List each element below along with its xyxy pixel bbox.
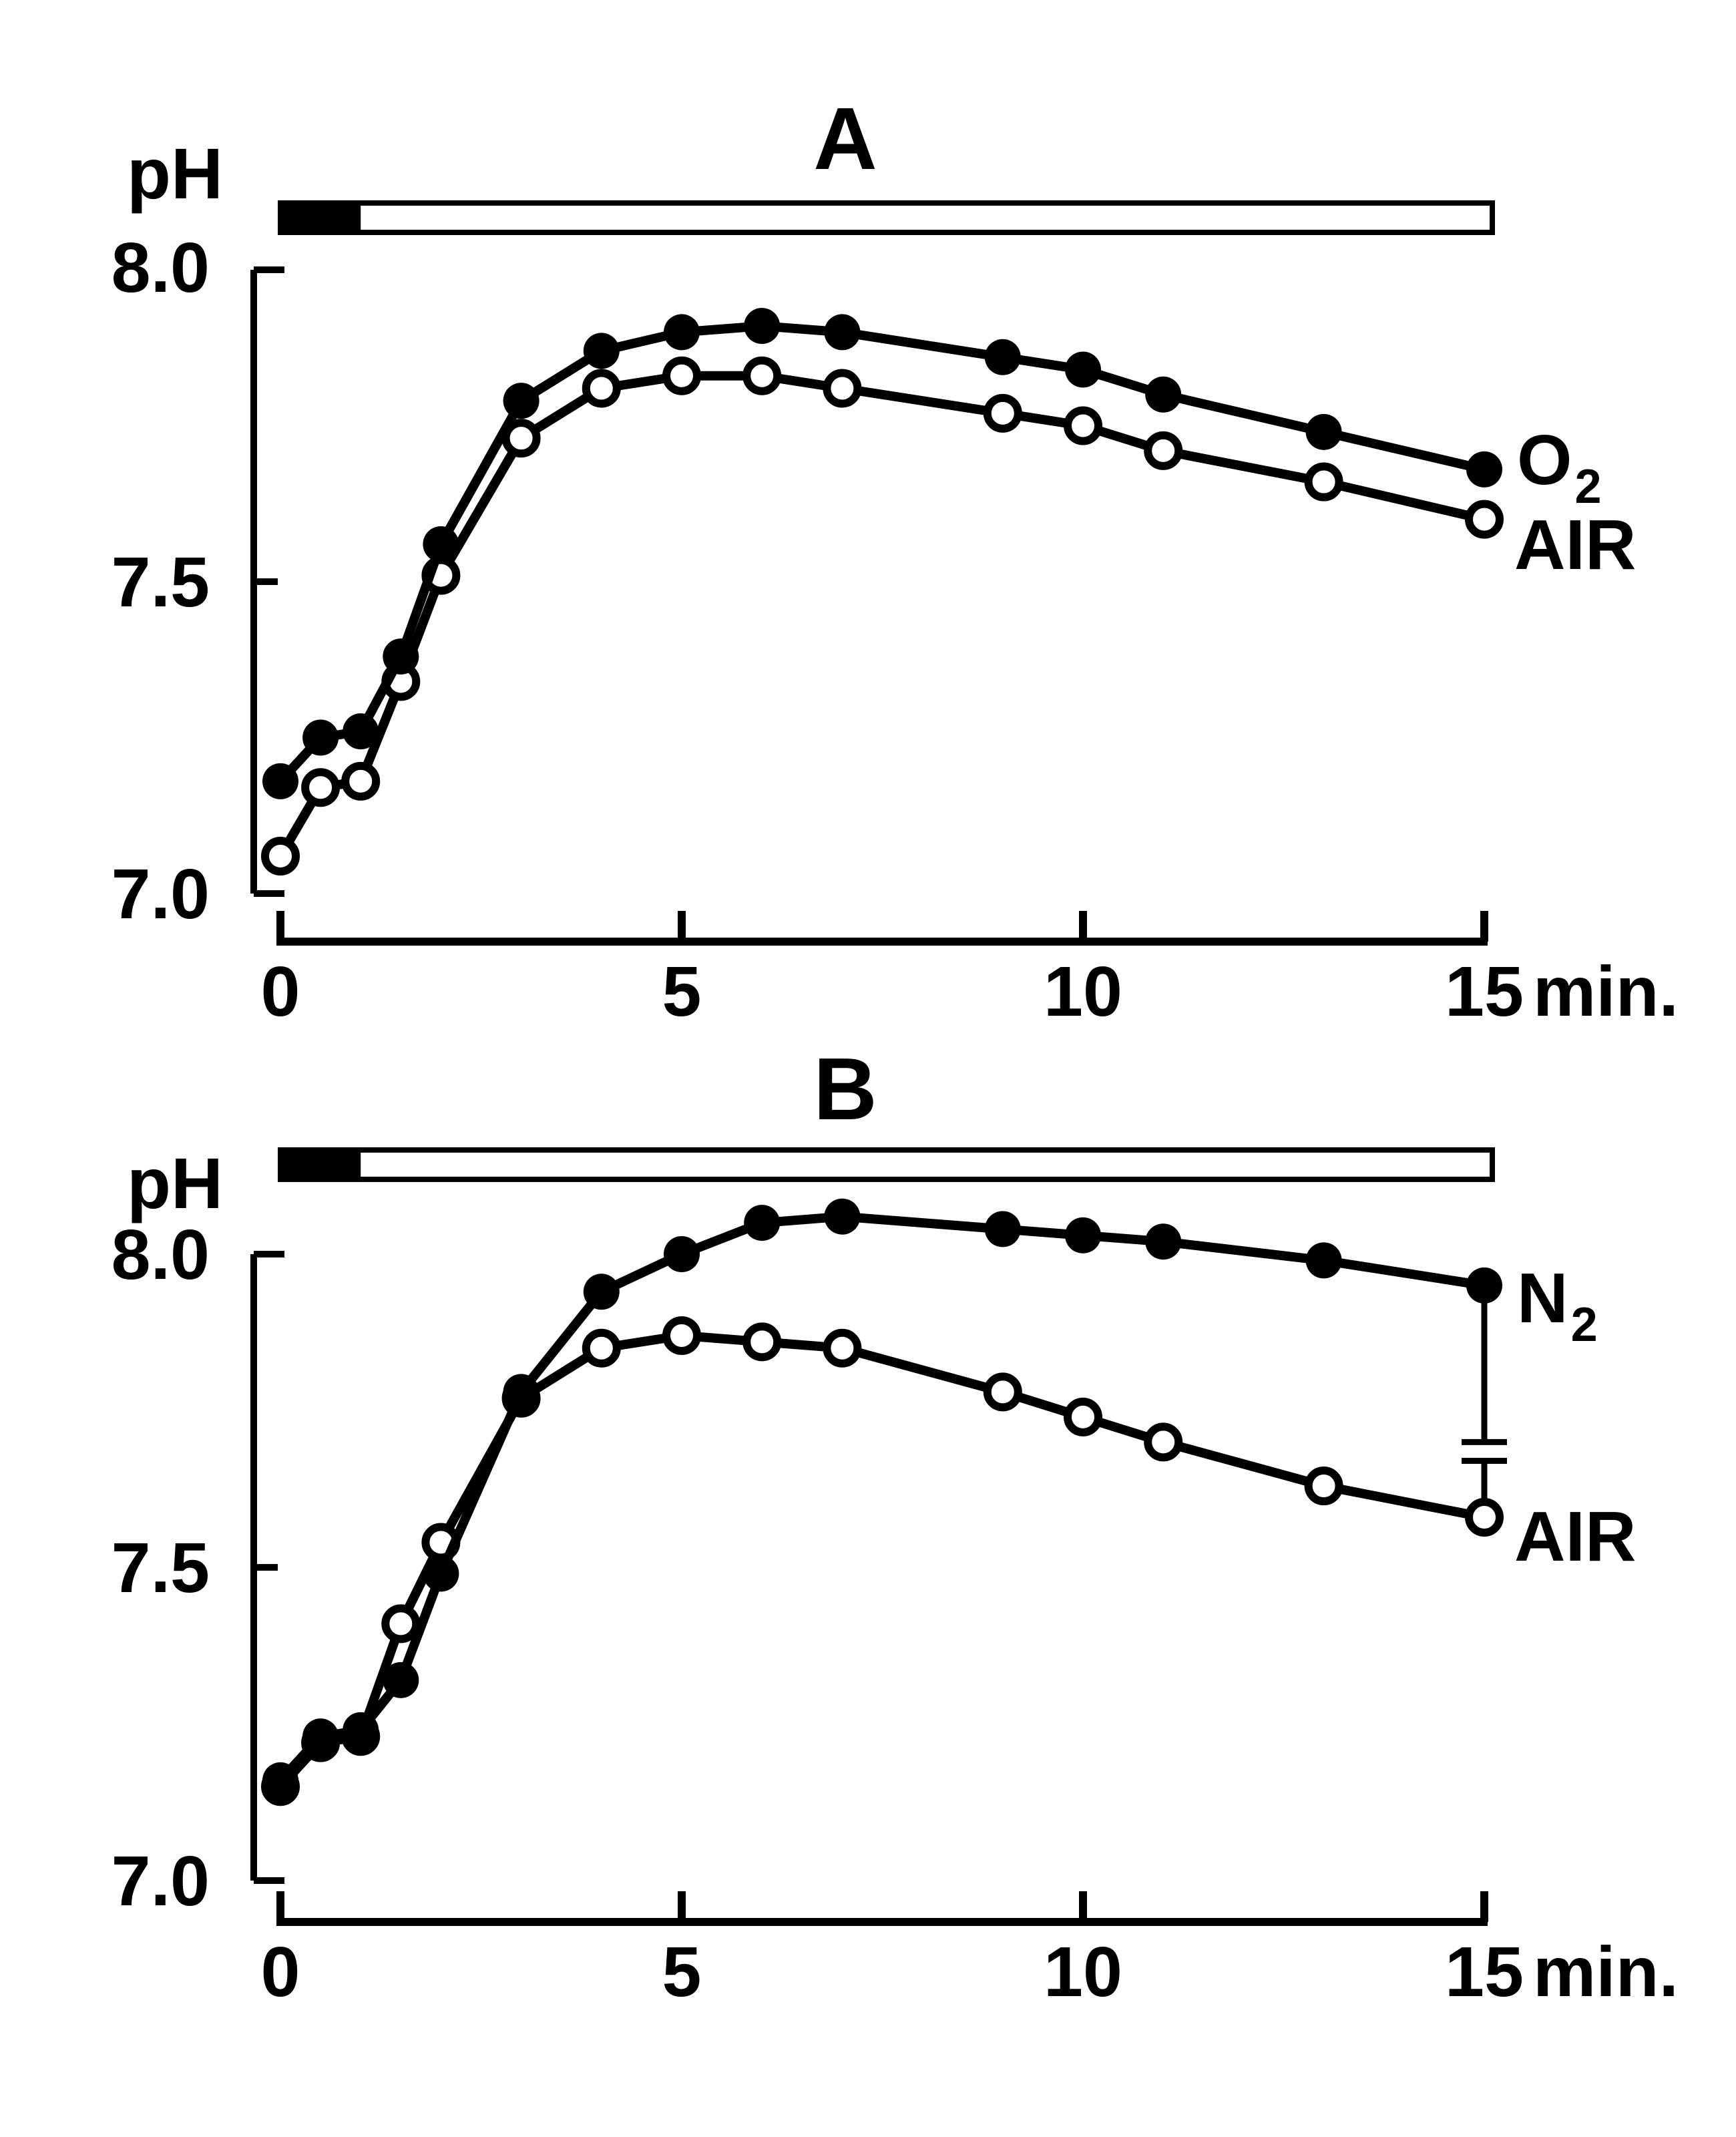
panel-b-n2-filled-circle-marker — [1145, 1223, 1182, 1260]
panel-a-o2-filled-circle-marker — [583, 333, 620, 369]
panel-a-air-open-circle-marker — [983, 393, 1022, 433]
panel-a-o2-filled-circle-marker — [984, 339, 1021, 375]
panel-a-o2-label-sub: 2 — [1574, 460, 1602, 514]
panel-b-air-open-circle-marker — [582, 1328, 621, 1368]
panel-a-air-open-circle-marker — [261, 836, 300, 876]
panel-b-n2-filled-circle-marker — [583, 1274, 620, 1310]
panel-a-y-axis — [250, 266, 284, 897]
panel-b-n2-filled-circle-marker — [423, 1555, 459, 1592]
panel-a-o2-filled-circle-marker — [423, 526, 459, 562]
panel-a-series-label-air: AIR — [1514, 506, 1637, 584]
panel-b-n2-filled-circle-marker — [984, 1211, 1021, 1247]
panel-b-air-line — [276, 1330, 1486, 1790]
panel-b-ytick-8.0: 8.0 — [111, 1215, 210, 1294]
panel-b-stimulus-bar-light-segment — [278, 1147, 1496, 1182]
panel-a-air-open-circle-marker — [501, 419, 541, 458]
panel-b-title: B — [813, 1040, 877, 1138]
panel-a-o2-filled-circle-marker — [262, 763, 298, 799]
panel-b-n2-label-sub: 2 — [1570, 1298, 1598, 1352]
panel-a-title: A — [813, 89, 877, 188]
panel-a-o2-filled-circle-marker — [1145, 376, 1182, 413]
panel-b-air-open-circle-marker — [742, 1322, 782, 1362]
panel-a-o2-filled-circle-marker — [1466, 451, 1502, 488]
panel-b-series-label-air: AIR — [1514, 1497, 1637, 1576]
panel-b-n2-filled-circle-marker — [503, 1374, 539, 1410]
panel-a-o2-filled-circle-marker — [664, 314, 700, 351]
panel-b-x-unit-label: min. — [1533, 1933, 1679, 2011]
panel-a-air-open-circle-marker — [823, 369, 862, 408]
panel-b-air-open-circle-marker — [381, 1604, 421, 1643]
panel-b-n2-filled-circle-marker — [1065, 1217, 1101, 1253]
panel-b-xtick-15: 15 — [1445, 1933, 1524, 2011]
panel-b-stimulus-bar-dark-segment — [280, 1150, 361, 1179]
panel-b-x-axis — [276, 1891, 1488, 1926]
panel-b-n2-filled-circle-marker — [824, 1198, 861, 1235]
panel-a-xtick-0: 0 — [260, 952, 300, 1031]
panel-b-xtick-5: 5 — [662, 1933, 702, 2011]
panel-b-n2-filled-circle-marker — [744, 1205, 781, 1241]
panel-b-n2-filled-circle-marker — [1305, 1242, 1342, 1279]
panel-a-o2-filled-circle-marker — [302, 719, 339, 756]
panel-b-n2-filled-circle-marker — [343, 1712, 379, 1748]
panel-a-air-line — [276, 371, 1486, 859]
panel-b-n2-filled-circle-marker — [302, 1718, 339, 1755]
panel-a-o2-filled-circle-marker — [744, 308, 781, 345]
panel-b-air-open-circle-marker — [1465, 1497, 1504, 1537]
panel-b-xtick-10: 10 — [1044, 1933, 1122, 2011]
panel-a-stimulus-bar-light-segment — [278, 200, 1496, 235]
panel-a-xtick-15: 15 — [1445, 952, 1524, 1031]
panel-a-stimulus-bar-dark-segment — [280, 203, 361, 232]
panel-b-n2-filled-circle-marker — [383, 1662, 419, 1698]
panel-b-series-label-n2: N2 — [1517, 1263, 1598, 1349]
panel-a-o2-filled-circle-marker — [1305, 413, 1342, 450]
panel-b-y-axis — [250, 1251, 284, 1884]
panel-a-air-open-circle-marker — [582, 369, 621, 408]
panel-b-ytick-7.5: 7.5 — [111, 1529, 210, 1607]
panel-a-series-label-o2: O2 — [1517, 425, 1602, 511]
panel-a-air-open-circle-marker — [662, 356, 701, 395]
panel-a-ytick-7.0: 7.0 — [111, 855, 210, 934]
panel-a-ytick-7.5: 7.5 — [111, 543, 210, 622]
panel-a-x-unit-label: min. — [1533, 952, 1679, 1031]
panel-a-air-open-circle-marker — [1144, 431, 1183, 470]
panel-a-o2-filled-circle-marker — [503, 383, 539, 419]
panel-b-air-open-circle-marker — [1064, 1397, 1102, 1436]
panel-a-o2-filled-circle-marker — [383, 638, 419, 675]
panel-a-o2-filled-circle-marker — [1065, 351, 1101, 388]
panel-b-n2-filled-circle-marker — [664, 1236, 700, 1272]
panel-a-x-axis — [276, 911, 1488, 946]
panel-a-y-axis-label: pH — [127, 133, 223, 214]
panel-b-air-open-circle-marker — [1304, 1467, 1343, 1506]
panel-b-air-open-circle-marker — [983, 1372, 1022, 1412]
panel-a-o2-filled-circle-marker — [824, 314, 861, 351]
panel-b-n2-filled-circle-marker — [1466, 1267, 1502, 1304]
panel-b-air-open-circle-marker — [662, 1316, 701, 1355]
panel-b-xtick-0: 0 — [260, 1933, 300, 2011]
panel-a-air-open-circle-marker — [742, 356, 782, 395]
panel-a-o2-filled-circle-marker — [343, 713, 379, 750]
panel-a-air-open-circle-marker — [301, 768, 341, 807]
panel-a-air-open-circle-marker — [1304, 462, 1343, 502]
panel-a-xtick-10: 10 — [1044, 952, 1122, 1031]
panel-a-air-open-circle-marker — [341, 761, 381, 801]
panel-b-air-open-circle-marker — [823, 1328, 862, 1368]
panel-a-ytick-8.0: 8.0 — [111, 228, 210, 307]
panel-a-xtick-5: 5 — [662, 952, 702, 1031]
panel-b-n2-label-main: N — [1517, 1259, 1568, 1338]
panel-a-air-open-circle-marker — [1064, 406, 1102, 445]
panel-b-n2-error-bar — [1462, 1285, 1507, 1445]
panel-b-ytick-7.0: 7.0 — [111, 1842, 210, 1921]
panel-a-o2-label-main: O — [1517, 421, 1572, 500]
panel-b-y-axis-label: pH — [127, 1143, 223, 1223]
panel-b-n2-filled-circle-marker — [262, 1762, 298, 1798]
panel-a-air-open-circle-marker — [1465, 500, 1504, 539]
panel-b-air-open-circle-marker — [1144, 1422, 1183, 1462]
